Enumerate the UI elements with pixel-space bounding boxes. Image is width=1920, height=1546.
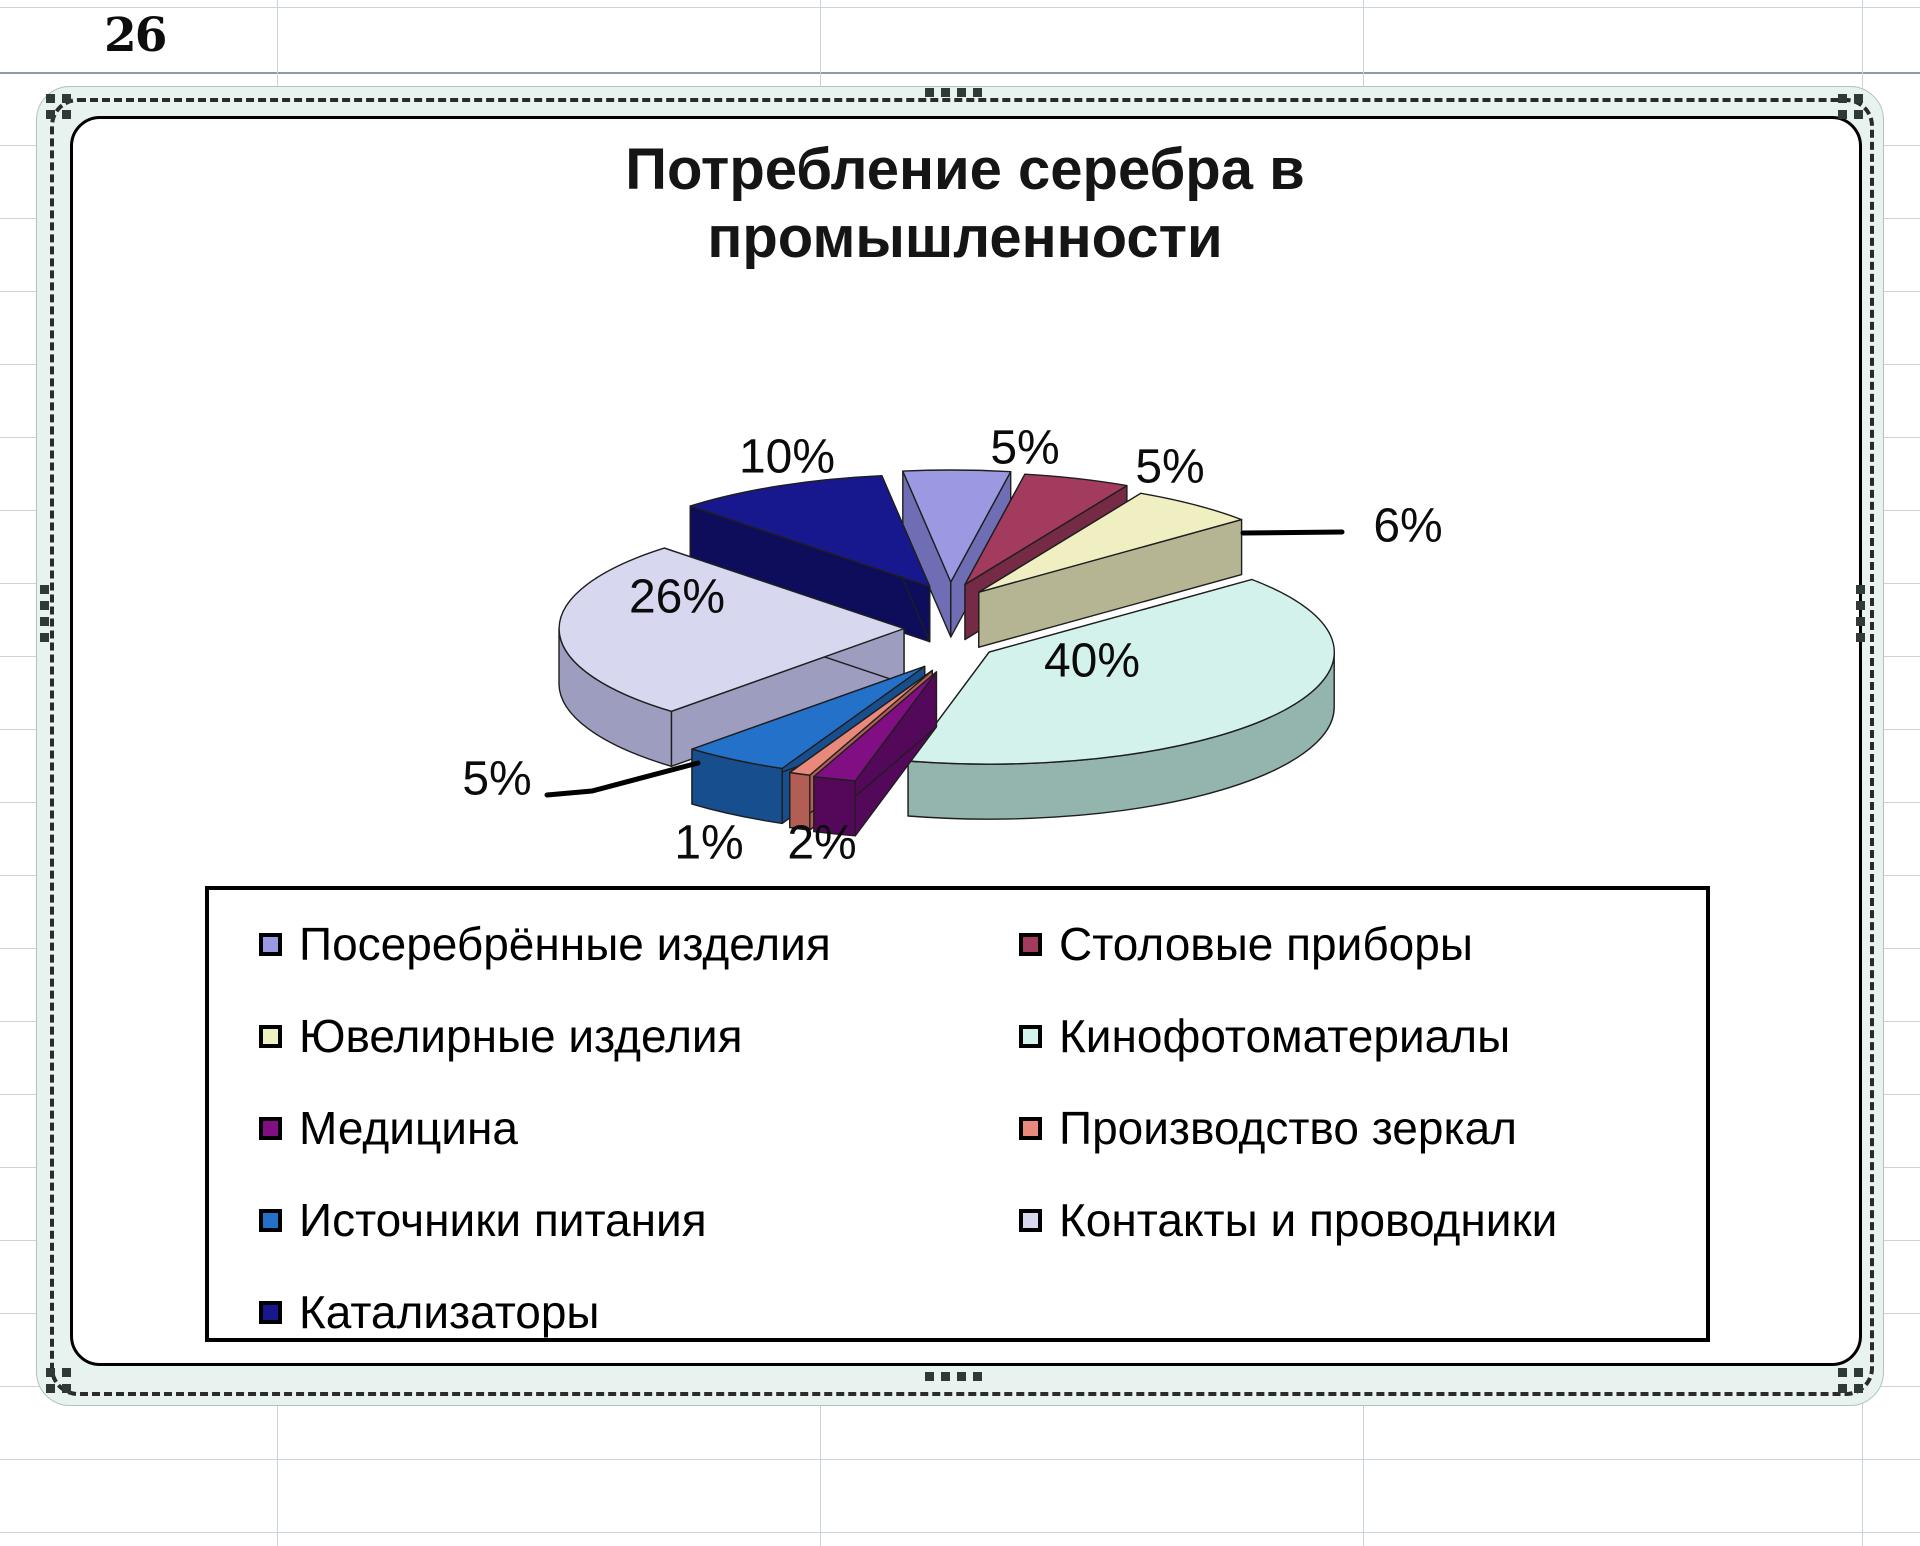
selection-handle-2[interactable] <box>1838 94 1863 119</box>
legend-marker-2 <box>259 1024 282 1048</box>
legend-marker-4 <box>259 1116 282 1140</box>
selection-handle-5[interactable] <box>46 1368 71 1393</box>
legend-label-3: Кинофотоматериалы <box>1059 1010 1511 1062</box>
legend-marker-7 <box>1019 1208 1042 1232</box>
legend-label-0: Посеребрённые изделия <box>299 918 831 970</box>
legend-label-8: Катализаторы <box>299 1286 600 1338</box>
legend-marker-5 <box>1019 1116 1042 1140</box>
legend-marker-6 <box>259 1208 282 1232</box>
legend-marker-1 <box>1019 932 1042 956</box>
selection-handle-0[interactable] <box>46 94 71 119</box>
legend-marker-8 <box>259 1300 282 1324</box>
chart-title[interactable]: Потребление серебра в промышленности <box>330 136 1600 272</box>
legend-label-1: Столовые приборы <box>1059 918 1473 970</box>
legend-item-6[interactable]: Источники питания <box>259 1194 707 1246</box>
legend-item-7[interactable]: Контакты и проводники <box>1019 1194 1557 1246</box>
legend-label-4: Медицина <box>299 1102 518 1154</box>
legend-item-5[interactable]: Производство зеркал <box>1019 1102 1517 1154</box>
legend-item-1[interactable]: Столовые приборы <box>1019 918 1473 970</box>
selection-handle-1[interactable] <box>925 88 982 97</box>
legend-item-0[interactable]: Посеребрённые изделия <box>259 918 831 970</box>
legend-marker-3 <box>1019 1024 1042 1048</box>
selection-handle-3[interactable] <box>40 585 49 642</box>
row-separator <box>0 72 1920 74</box>
legend-marker-0 <box>259 932 282 956</box>
gridline <box>0 7 1920 8</box>
legend-label-7: Контакты и проводники <box>1059 1194 1558 1246</box>
legend-label-5: Производство зеркал <box>1059 1102 1518 1154</box>
chart-title-line2: промышленности <box>707 205 1223 270</box>
legend-label-2: Ювелирные изделия <box>299 1010 743 1062</box>
selection-handle-4[interactable] <box>1856 585 1865 642</box>
selection-handle-7[interactable] <box>1838 1368 1863 1393</box>
chart-title-line1: Потребление серебра в <box>625 137 1305 202</box>
selection-handle-6[interactable] <box>925 1372 982 1381</box>
legend-item-3[interactable]: Кинофотоматериалы <box>1019 1010 1510 1062</box>
legend-label-6: Источники питания <box>299 1194 707 1246</box>
legend-item-2[interactable]: Ювелирные изделия <box>259 1010 743 1062</box>
legend-item-8[interactable]: Катализаторы <box>259 1286 599 1338</box>
cell-a1-value[interactable]: 26 <box>104 8 167 63</box>
chart-legend[interactable]: Посеребрённые изделия Столовые приборы Юве… <box>205 886 1710 1342</box>
legend-item-4[interactable]: Медицина <box>259 1102 518 1154</box>
chart-selection-hatch-border[interactable] <box>50 98 1874 1396</box>
